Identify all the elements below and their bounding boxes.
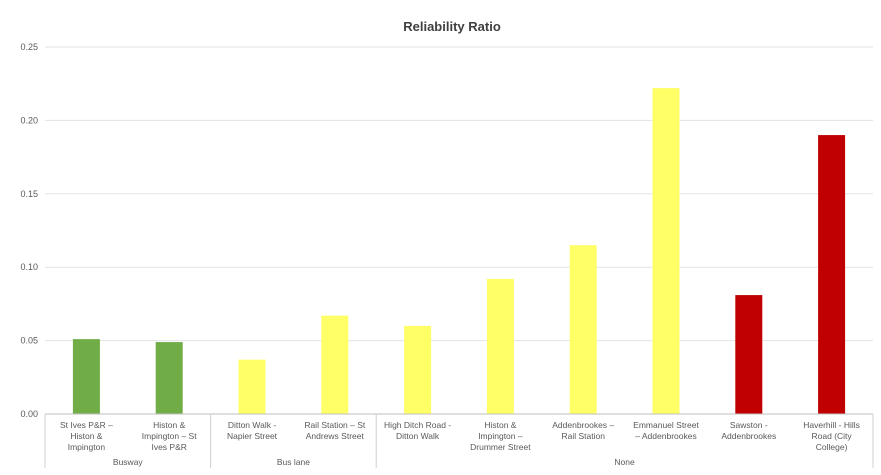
y-tick-label: 0.15	[20, 189, 38, 199]
chart-title: Reliability Ratio	[403, 19, 501, 34]
x-axis-category-labels: St Ives P&R – Histon & Impington Histon & Im…	[60, 420, 860, 452]
bar	[238, 359, 266, 414]
y-tick-label: 0.05	[20, 336, 38, 346]
bar	[404, 325, 432, 414]
bar	[72, 339, 100, 414]
x-axis-group-labels: Busway Bus lane None	[113, 457, 635, 467]
bar	[321, 315, 349, 414]
group-label: Bus lane	[277, 457, 310, 467]
x-tick-label: Histon & Impington – Drummer Street	[470, 420, 531, 452]
x-tick-label: Rail Station – St Andrews Street	[304, 420, 366, 441]
x-tick-label: St Ives P&R – Histon & Impington	[60, 420, 113, 452]
bar	[155, 342, 183, 414]
x-tick-label: Histon & Impington – St Ives P&R	[142, 420, 197, 452]
y-tick-label: 0.10	[20, 262, 38, 272]
x-tick-label: Haverhill - Hills Road (City College)	[803, 420, 860, 452]
x-tick-label: Ditton Walk -Napier Street	[227, 420, 278, 441]
y-tick-label: 0.20	[20, 115, 38, 125]
y-axis-tick-labels: 0.00 0.05 0.10 0.15 0.20 0.25	[20, 42, 38, 419]
group-label: Busway	[113, 457, 144, 467]
bar	[652, 88, 680, 414]
x-tick-label: Addenbrookes – Rail Station	[552, 420, 614, 441]
gridlines	[45, 46, 873, 342]
bar	[569, 245, 597, 414]
bar	[818, 135, 846, 414]
x-tick-label: High Ditch Road -Ditton Walk	[384, 420, 451, 441]
bar	[486, 278, 514, 414]
x-axis	[44, 413, 874, 468]
bar	[735, 295, 763, 414]
bars	[72, 88, 846, 414]
x-tick-label: Emmanuel Street – Addenbrookes	[633, 420, 699, 441]
y-tick-label: 0.25	[20, 42, 38, 52]
group-label: None	[614, 457, 635, 467]
y-tick-label: 0.00	[20, 409, 38, 419]
x-tick-label: Sawston -Addenbrookes	[721, 420, 776, 441]
